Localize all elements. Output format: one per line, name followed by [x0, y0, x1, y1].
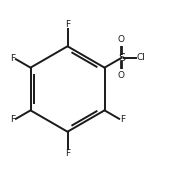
- Text: F: F: [120, 115, 125, 124]
- Text: F: F: [10, 115, 15, 124]
- Text: S: S: [118, 53, 125, 63]
- Text: F: F: [65, 20, 70, 29]
- Text: O: O: [118, 35, 125, 44]
- Text: F: F: [10, 54, 15, 63]
- Text: Cl: Cl: [137, 53, 146, 62]
- Text: F: F: [65, 149, 70, 158]
- Text: O: O: [118, 71, 125, 80]
